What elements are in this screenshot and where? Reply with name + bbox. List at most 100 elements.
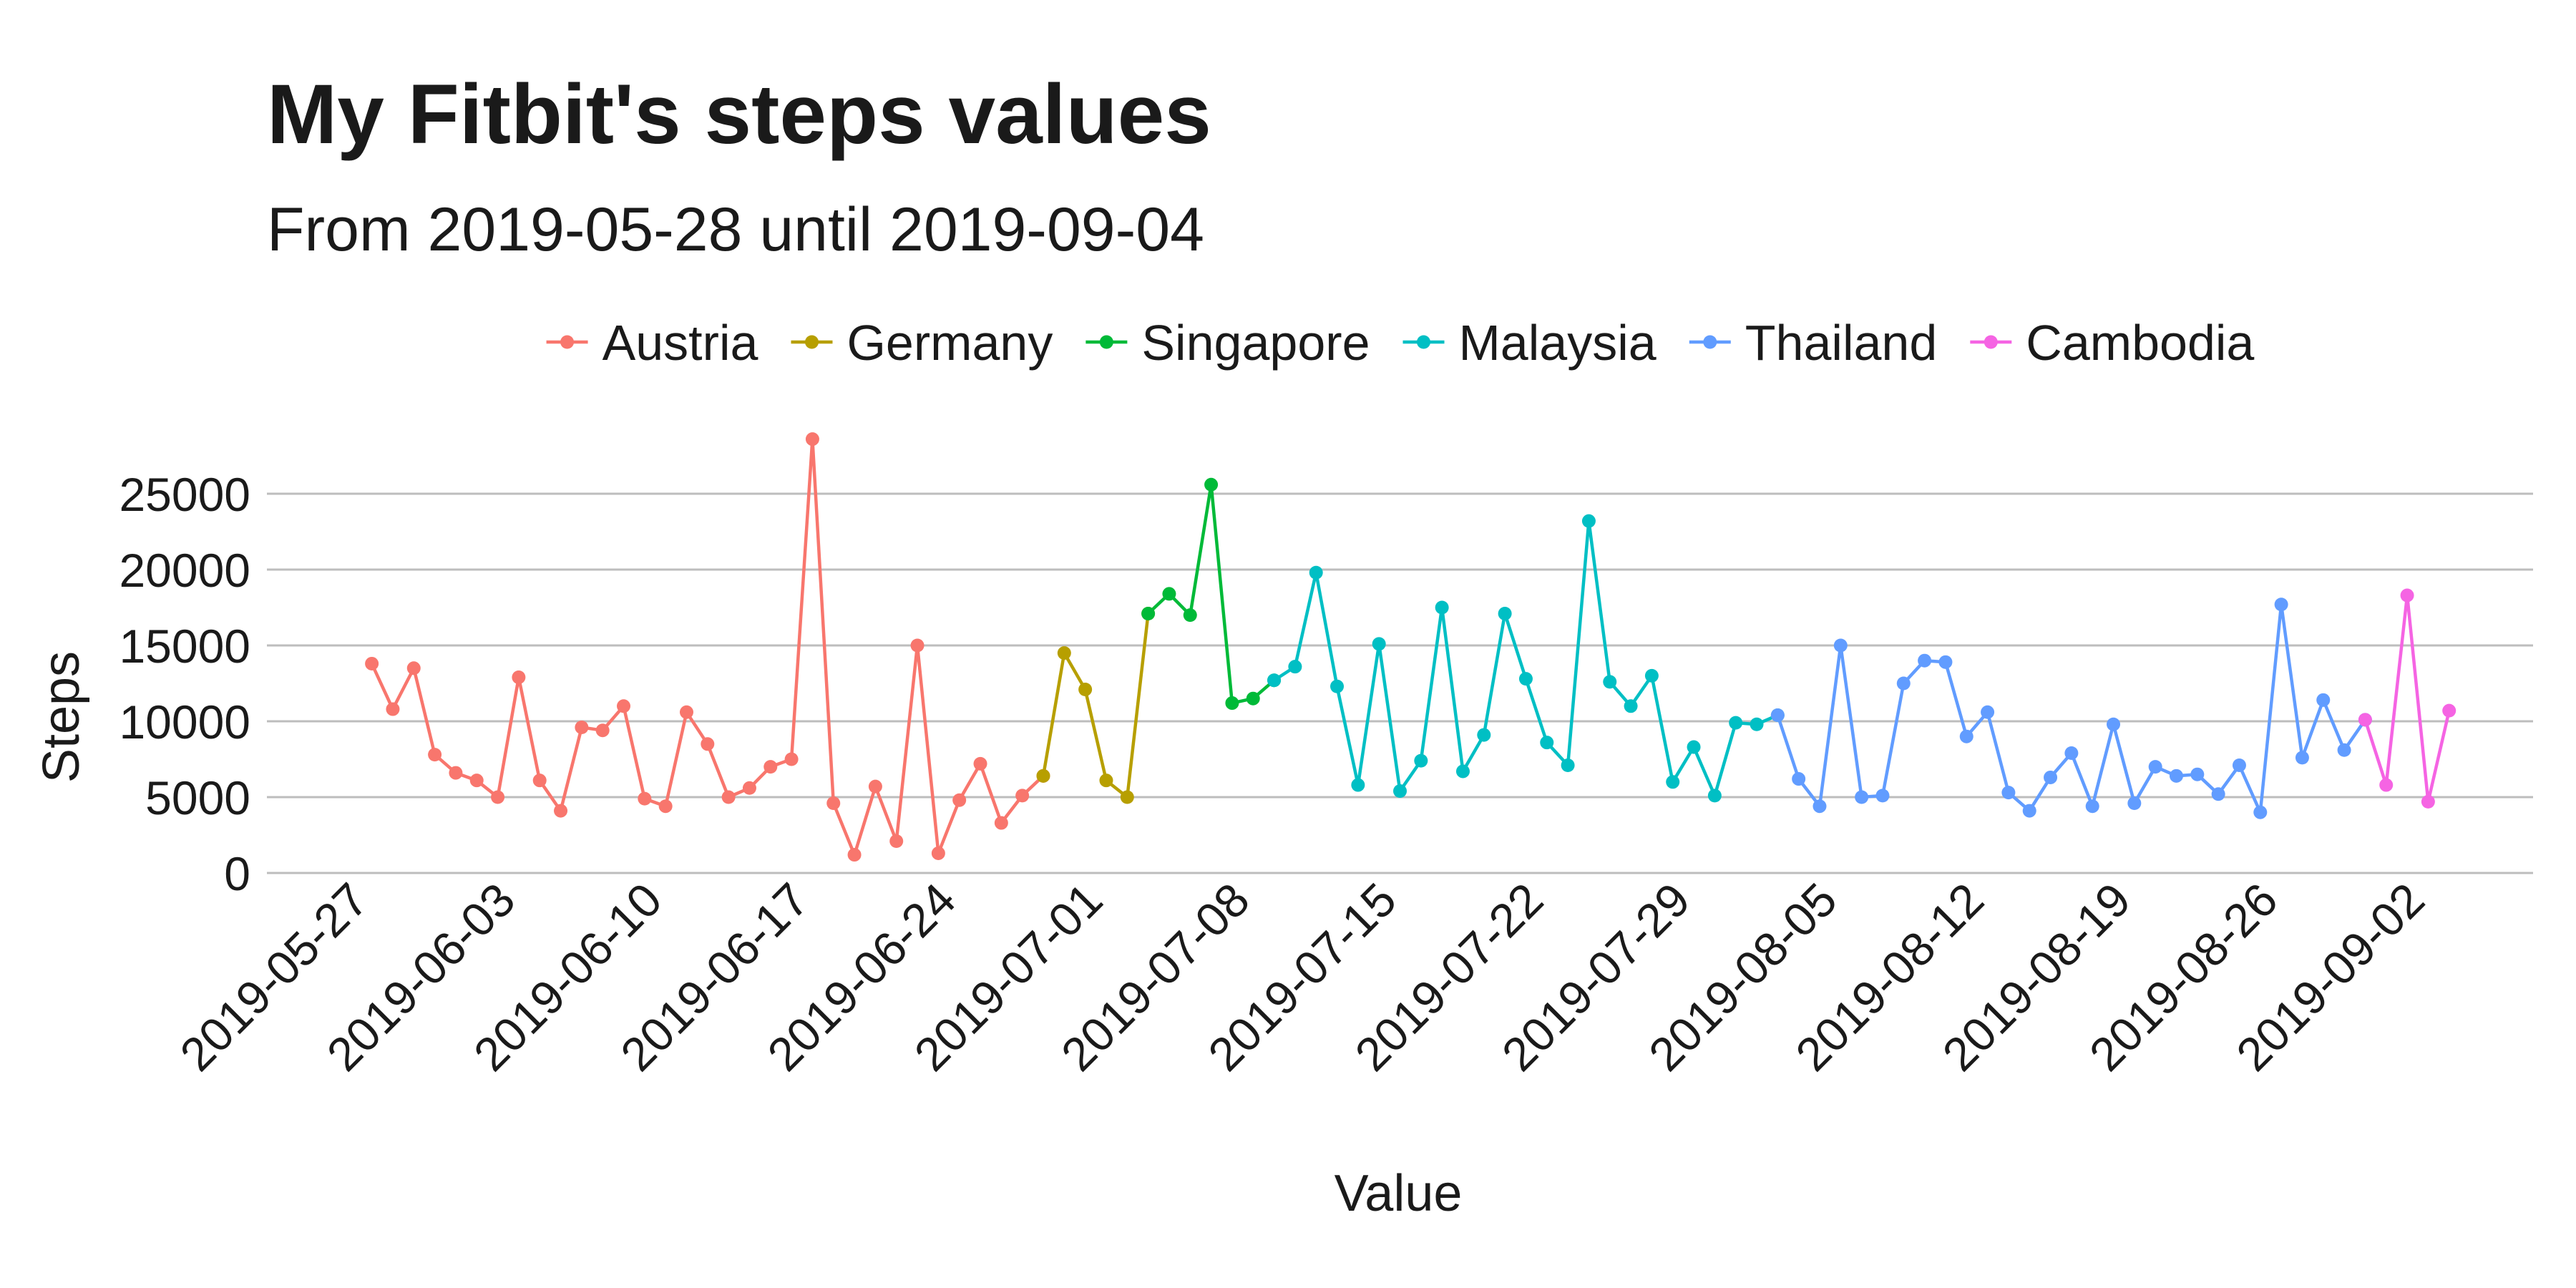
data-point — [1770, 708, 1785, 723]
data-point — [1246, 691, 1260, 706]
series-line-thailand — [1776, 602, 2367, 814]
data-point — [721, 790, 736, 804]
data-point — [595, 723, 610, 738]
y-tick-label: 0 — [224, 847, 250, 900]
data-point — [491, 790, 505, 804]
data-point — [1750, 717, 1764, 731]
data-point — [1414, 753, 1428, 768]
data-point — [1309, 565, 1323, 580]
data-point — [868, 779, 882, 794]
data-point — [1561, 758, 1575, 772]
data-point — [2274, 597, 2288, 612]
data-point — [1099, 774, 1113, 788]
data-point — [2169, 769, 2183, 783]
data-point — [2358, 713, 2372, 727]
legend-label: Germany — [847, 315, 1053, 371]
data-point — [1707, 789, 1722, 803]
data-point — [994, 816, 1008, 830]
data-point — [952, 793, 967, 807]
chart-legend: Austria Germany Singapore Malaysia Thailand C… — [546, 315, 2254, 371]
data-point — [428, 748, 442, 762]
data-point — [1288, 660, 1302, 674]
legend-label: Cambodia — [2026, 315, 2254, 371]
y-tick-label: 25000 — [119, 468, 250, 521]
data-point — [1518, 672, 1533, 686]
data-point — [449, 766, 463, 780]
data-point — [742, 781, 756, 795]
data-point — [1896, 676, 1911, 691]
data-point — [763, 760, 778, 774]
data-point — [658, 799, 673, 814]
data-point — [532, 774, 547, 788]
data-point — [826, 796, 841, 810]
data-point — [2232, 758, 2246, 772]
legend-label: Thailand — [1745, 315, 1938, 371]
series-line-cambodia — [2363, 593, 2451, 804]
data-point — [2107, 717, 2121, 731]
data-point — [1938, 655, 1953, 669]
data-point — [1792, 772, 1806, 786]
data-point — [1644, 668, 1659, 683]
data-point — [469, 774, 484, 788]
data-point — [1078, 682, 1093, 696]
chart-subtitle: From 2019-05-28 until 2019-09-04 — [267, 195, 1204, 264]
data-point — [617, 699, 631, 713]
data-point — [1141, 606, 1156, 620]
y-tick-label: 5000 — [145, 771, 250, 824]
data-point — [2379, 778, 2394, 792]
data-point — [1687, 740, 1701, 754]
data-point — [1455, 764, 1470, 779]
data-point — [1959, 729, 1974, 743]
y-tick-label: 10000 — [119, 696, 250, 748]
legend-key-point — [804, 335, 819, 349]
data-point — [2127, 796, 2142, 810]
data-point — [638, 791, 652, 806]
legend-key-point — [560, 335, 575, 349]
data-point — [2190, 767, 2205, 781]
data-point — [1015, 789, 1030, 803]
series-line-malaysia — [1273, 519, 1779, 798]
data-point — [2044, 770, 2058, 784]
data-point — [1498, 606, 1512, 620]
legend-item-malaysia: Malaysia — [1402, 315, 1657, 371]
legend-item-thailand: Thailand — [1689, 315, 1938, 371]
data-point — [1372, 637, 1386, 651]
data-point — [1875, 789, 1890, 803]
data-point — [1603, 675, 1617, 689]
data-point — [1183, 608, 1197, 623]
data-point — [1729, 716, 1743, 730]
data-point — [784, 752, 799, 766]
legend-label: Singapore — [1141, 315, 1370, 371]
data-point — [1036, 769, 1050, 783]
grid-lines — [267, 492, 2533, 874]
data-point — [1204, 477, 1219, 492]
y-tick-label: 15000 — [119, 620, 250, 673]
data-point — [1120, 790, 1134, 804]
data-point — [1225, 696, 1239, 711]
legend-item-cambodia: Cambodia — [1970, 315, 2254, 371]
legend-label: Austria — [602, 315, 758, 371]
data-point — [2442, 703, 2457, 718]
data-point — [406, 661, 421, 675]
data-point — [1267, 673, 1282, 688]
legend-item-austria: Austria — [546, 315, 758, 371]
data-point — [2001, 786, 2016, 800]
data-point — [2316, 693, 2331, 707]
data-point — [1833, 638, 1848, 653]
y-axis-label: Steps — [33, 651, 90, 783]
chart-title: My Fitbit's steps values — [267, 67, 1211, 162]
data-point — [554, 804, 568, 818]
data-point — [847, 848, 862, 862]
series-lines — [370, 437, 2451, 857]
data-point — [2421, 794, 2435, 809]
series-line-austria — [370, 437, 1045, 857]
data-point — [1624, 699, 1638, 713]
x-axis-label: Value — [1335, 1165, 1463, 1222]
data-point — [910, 638, 924, 653]
data-point — [931, 846, 945, 860]
data-point — [805, 432, 819, 447]
data-point — [2022, 804, 2036, 818]
data-point — [973, 756, 987, 771]
data-point — [386, 702, 400, 716]
